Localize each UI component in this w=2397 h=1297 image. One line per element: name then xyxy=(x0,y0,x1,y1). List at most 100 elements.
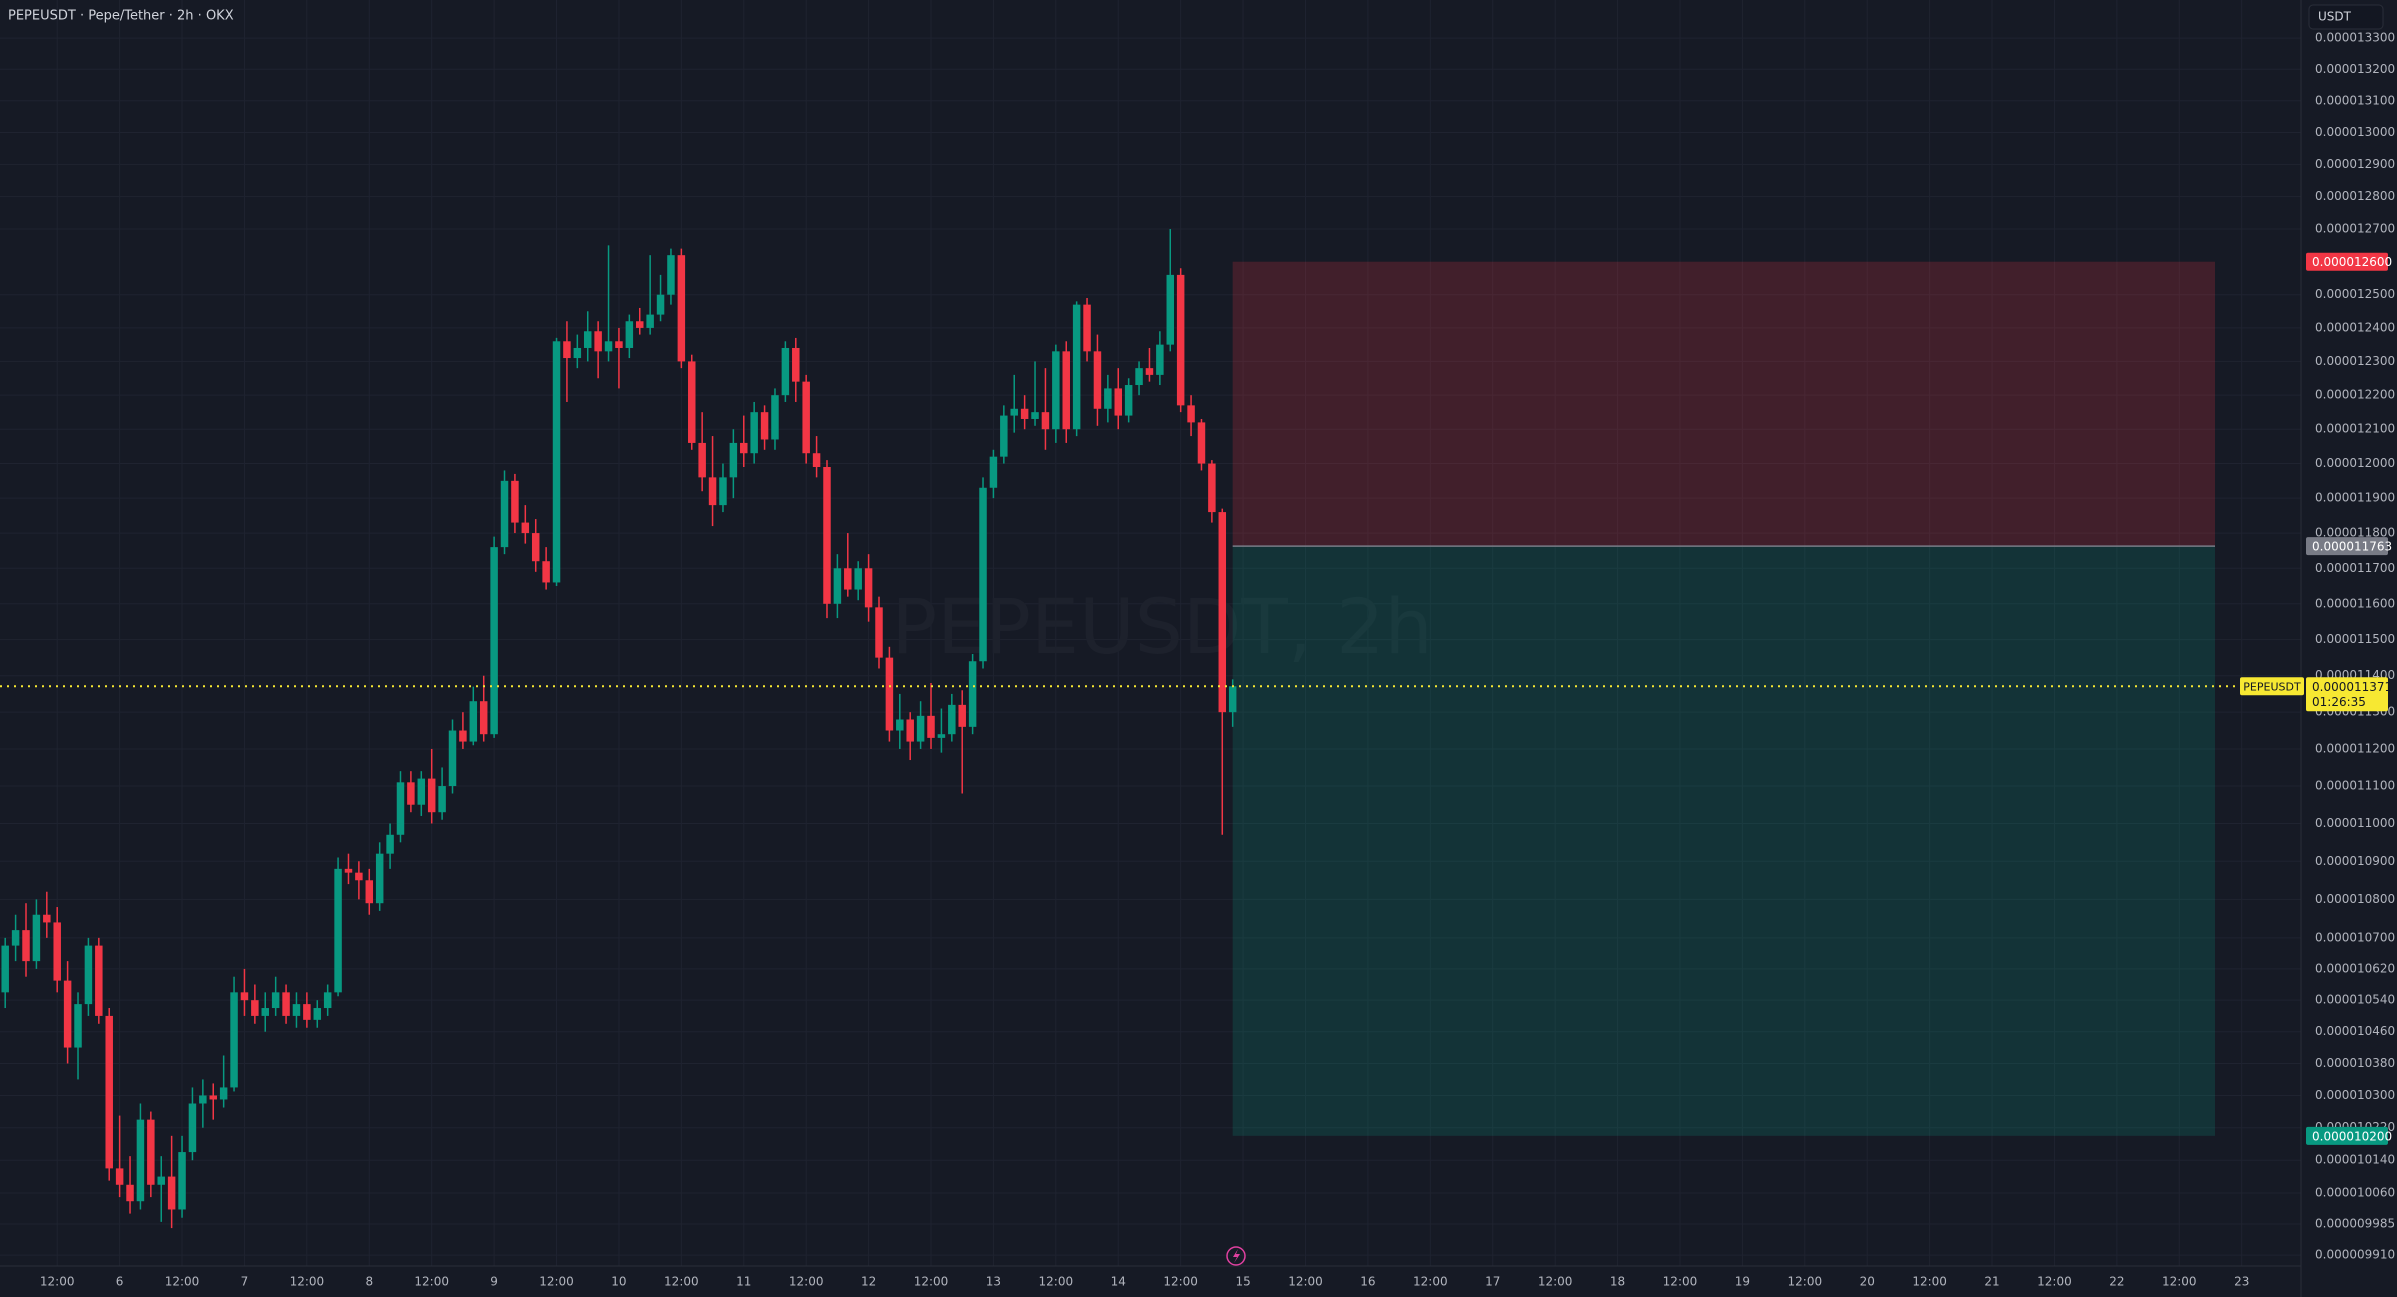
candle-body xyxy=(1114,388,1122,416)
x-tick-label: 8 xyxy=(365,1275,373,1289)
candle-body xyxy=(417,778,426,805)
candle-body xyxy=(355,872,363,881)
candle-body xyxy=(792,347,800,382)
target-zone xyxy=(1232,546,2215,1136)
y-tick-label: 0.000010300 xyxy=(2315,1088,2395,1102)
candle-body xyxy=(521,522,530,534)
candle-body xyxy=(271,992,280,1009)
y-tick-label: 0.000010060 xyxy=(2315,1185,2395,1199)
x-tick-label: 12:00 xyxy=(1288,1275,1323,1289)
candle-body xyxy=(313,1008,322,1020)
currency-button[interactable]: USDT xyxy=(2308,4,2384,30)
candle-body xyxy=(74,1004,82,1048)
candle-body xyxy=(386,834,394,854)
y-tick-label: 0.000011100 xyxy=(2315,779,2395,793)
candle-body xyxy=(500,480,509,548)
x-tick-label: 22 xyxy=(2109,1275,2124,1289)
x-tick-label: 6 xyxy=(116,1275,124,1289)
candle-body xyxy=(1104,388,1112,409)
y-tick-label: 0.000012700 xyxy=(2315,222,2395,236)
candle-body xyxy=(407,782,415,805)
candle-body xyxy=(1135,368,1143,386)
candle-body xyxy=(1197,422,1206,464)
y-tick-label: 0.000010800 xyxy=(2315,892,2395,906)
y-tick-label: 0.000013300 xyxy=(2315,31,2395,45)
candle-body xyxy=(885,657,894,731)
candle-body xyxy=(1218,512,1227,713)
y-tick-label: 0.000011600 xyxy=(2315,596,2395,610)
candle-body xyxy=(469,701,478,742)
symbol-tag xyxy=(2240,677,2304,696)
candle-body xyxy=(552,341,561,583)
candle-body xyxy=(1052,351,1060,430)
x-tick-label: 12:00 xyxy=(2037,1275,2072,1289)
candle-body xyxy=(948,704,956,735)
candle-body xyxy=(1187,405,1195,423)
candle-body xyxy=(282,992,290,1016)
candle-body xyxy=(1208,463,1216,513)
target-badge xyxy=(2306,1126,2388,1145)
current-price-badge xyxy=(2306,677,2388,712)
x-tick-label: 21 xyxy=(1984,1275,1999,1289)
candle-body xyxy=(750,412,758,454)
candle-body xyxy=(334,868,342,993)
candle-body xyxy=(95,945,103,1016)
candle-body xyxy=(844,568,852,590)
candle-body xyxy=(1166,274,1175,345)
candle-body xyxy=(219,1087,228,1100)
candle-body xyxy=(1093,351,1102,409)
candle-body xyxy=(303,1004,311,1020)
candle-body xyxy=(698,442,706,478)
y-tick-label: 0.000012400 xyxy=(2315,320,2395,334)
x-tick-label: 23 xyxy=(2234,1275,2249,1289)
candle-body xyxy=(812,453,821,468)
candle-body xyxy=(989,456,998,488)
candle-body xyxy=(864,568,873,608)
candle-body xyxy=(625,321,634,348)
x-tick-label: 14 xyxy=(1111,1275,1126,1289)
stop-label: 0.000012600 xyxy=(2312,255,2392,269)
candle-body xyxy=(427,778,436,813)
y-tick-label: 0.000012500 xyxy=(2315,287,2395,301)
candle-body xyxy=(105,1015,113,1169)
candle-body xyxy=(188,1103,197,1153)
candle-body xyxy=(1176,274,1185,406)
candle-body xyxy=(656,294,665,315)
y-tick-label: 0.000010620 xyxy=(2315,961,2395,975)
y-tick-label: 0.000011900 xyxy=(2315,491,2395,505)
candle-body xyxy=(84,945,93,1005)
x-tick-label: 12:00 xyxy=(290,1275,325,1289)
x-tick-label: 12:00 xyxy=(664,1275,699,1289)
x-tick-label: 15 xyxy=(1235,1275,1250,1289)
candle-body xyxy=(1062,351,1070,430)
candle-body xyxy=(1156,344,1164,375)
candle-body xyxy=(479,701,488,735)
x-tick-label: 12:00 xyxy=(914,1275,949,1289)
x-tick-label: 12:00 xyxy=(414,1275,449,1289)
y-tick-label: 0.000010900 xyxy=(2315,854,2395,868)
x-tick-label: 20 xyxy=(1860,1275,1875,1289)
candle-body xyxy=(115,1168,124,1185)
x-tick-label: 12:00 xyxy=(40,1275,75,1289)
y-tick-label: 0.000013000 xyxy=(2315,125,2395,139)
y-tick-label: 0.000011200 xyxy=(2315,741,2395,755)
candle-body xyxy=(573,347,582,359)
y-tick-label: 0.000011000 xyxy=(2315,816,2395,830)
y-tick-label: 0.000010700 xyxy=(2315,930,2395,944)
candle-body xyxy=(968,661,977,727)
candle-body xyxy=(261,1008,270,1016)
entry-badge xyxy=(2306,537,2388,556)
candle-body xyxy=(646,314,654,328)
replay-icon[interactable] xyxy=(1226,1246,1246,1266)
candle-body xyxy=(604,341,613,352)
candle-body xyxy=(906,719,914,742)
candle-body xyxy=(708,477,717,506)
candle-body xyxy=(719,477,727,506)
candle-body xyxy=(43,914,51,923)
candle-body xyxy=(760,412,769,440)
x-tick-label: 12:00 xyxy=(1163,1275,1198,1289)
candle-body xyxy=(136,1119,145,1202)
candle-body xyxy=(937,734,946,738)
